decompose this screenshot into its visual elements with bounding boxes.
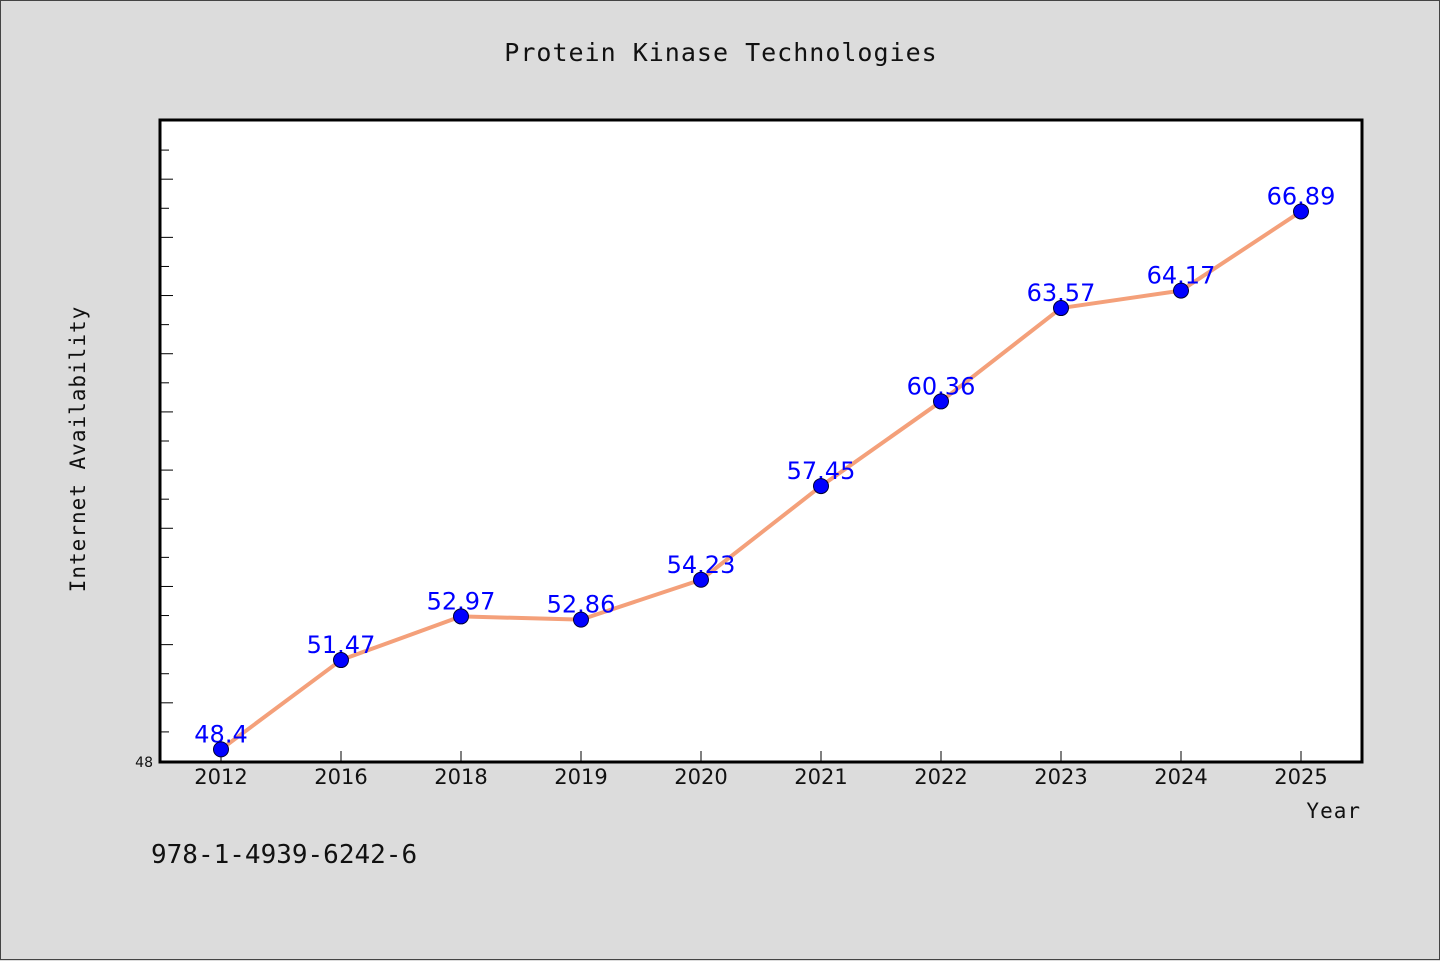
x-tick-label: 2019 [554, 765, 607, 789]
x-tick-label: 2020 [674, 765, 727, 789]
x-tick-label: 2012 [194, 765, 247, 789]
y-min-tick-label: 48 [135, 755, 153, 771]
x-tick-label: 2018 [434, 765, 487, 789]
data-point [693, 571, 709, 588]
x-tick-label: 2025 [1274, 765, 1327, 789]
x-tick-label: 2024 [1154, 765, 1207, 789]
data-point [453, 608, 469, 625]
data-point [933, 393, 949, 410]
x-tick-label: 2022 [914, 765, 967, 789]
y-axis-ticks [161, 149, 173, 733]
isbn-text: 978-1-4939-6242-6 [151, 840, 417, 870]
x-axis-ticks: 2012 2016 2018 2019 2020 2021 2022 2023 2024 2025 [194, 751, 1328, 789]
x-tick-label: 2023 [1034, 765, 1087, 789]
data-point [573, 611, 589, 628]
series-line [219, 209, 1303, 751]
data-point [213, 741, 229, 758]
x-axis-title: Year [1306, 799, 1361, 823]
x-tick-label: 2016 [314, 765, 367, 789]
data-point [1053, 300, 1069, 317]
chart-title: Protein Kinase Technologies [504, 38, 937, 67]
data-point [1173, 282, 1189, 299]
data-point [333, 652, 349, 669]
data-point [1293, 203, 1309, 220]
x-tick-label: 2021 [794, 765, 847, 789]
data-point [813, 478, 829, 495]
y-axis-title: Internet Availability [66, 306, 90, 593]
